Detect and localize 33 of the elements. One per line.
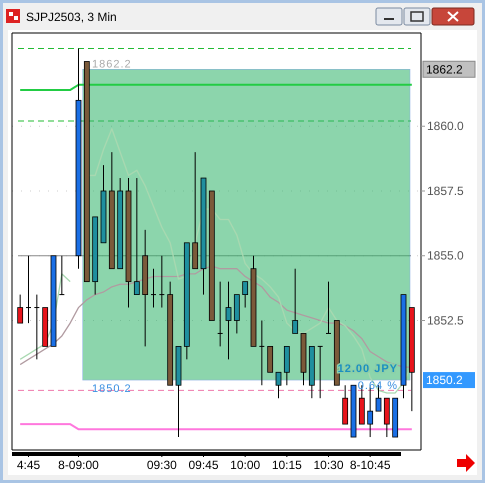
text: 1850.2 xyxy=(426,373,464,388)
candlestick xyxy=(242,281,248,308)
annotation: 1850.2 xyxy=(92,383,132,396)
x-tick-label: 8-09:00 xyxy=(58,458,100,472)
y-tick-label: 1855.0 xyxy=(427,248,464,263)
y-tick-label: 1857.5 xyxy=(427,184,464,198)
y-tick-label: 1860.0 xyxy=(427,119,464,134)
candlestick xyxy=(258,320,265,386)
x-tick-label: 4:45 xyxy=(16,458,40,472)
annotation: 0.64 % xyxy=(358,380,398,392)
x-tick-label: 8-10:45 xyxy=(350,458,391,472)
text: 1862.2 xyxy=(426,62,464,76)
candlestick xyxy=(317,346,324,399)
x-tick-label: 10:30 xyxy=(313,458,344,472)
candlestick xyxy=(17,294,24,324)
candlestick xyxy=(276,372,282,399)
annotation: 1862.2 xyxy=(92,58,132,70)
candlestick xyxy=(150,268,156,308)
candlestick xyxy=(134,178,140,296)
candlestick xyxy=(226,281,232,360)
candlestick xyxy=(292,268,298,334)
candlestick xyxy=(158,255,165,308)
candlestick xyxy=(326,281,332,334)
y-tick-label: 1852.5 xyxy=(427,313,464,328)
x-tick-label: 10:00 xyxy=(230,458,261,472)
chart-title: SJPJ2503, 3 Min xyxy=(26,10,117,24)
x-tick-label: 09:45 xyxy=(188,458,219,472)
candlestick xyxy=(26,255,32,324)
candlestick xyxy=(34,294,40,360)
x-tick-label: 10:15 xyxy=(272,458,302,472)
candlestick xyxy=(217,281,224,347)
candlestick xyxy=(58,255,65,296)
x-tick-label: 09:30 xyxy=(146,458,178,472)
